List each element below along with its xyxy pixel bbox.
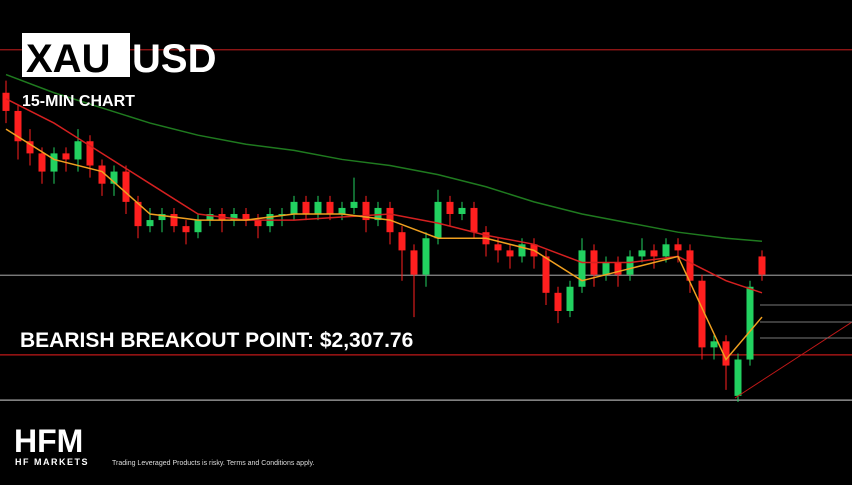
moving-average: [5, 98, 763, 294]
candle-body: [182, 226, 190, 233]
candle-body: [662, 244, 670, 257]
candle-body: [158, 214, 166, 221]
candle-body: [2, 92, 10, 111]
candle-body: [434, 201, 442, 239]
candle-body: [458, 207, 466, 215]
candle-body: [134, 201, 142, 227]
brand: HFM: [14, 423, 83, 459]
title-box: [22, 33, 130, 77]
trend-line: [734, 321, 852, 399]
candle-body: [566, 286, 574, 312]
candle-body: [194, 220, 202, 233]
disclaimer: Trading Leveraged Products is risky. Ter…: [112, 460, 315, 467]
moving-average: [5, 73, 763, 243]
candle-body: [746, 286, 754, 360]
candle-body: [518, 244, 526, 257]
candle-body: [74, 141, 82, 160]
candle-body: [254, 220, 262, 227]
candle-body: [38, 153, 46, 172]
candle-body: [494, 244, 502, 251]
title: USD: [132, 37, 216, 81]
candle-body: [314, 201, 322, 215]
candle-body: [98, 165, 106, 184]
candle-body: [110, 171, 118, 184]
candle-body: [206, 214, 214, 221]
candle-body: [14, 110, 22, 142]
candle-body: [758, 256, 766, 275]
candle-body: [410, 250, 418, 275]
title-highlight: XAU: [26, 37, 110, 81]
candle-body: [122, 171, 130, 202]
plot: [0, 49, 852, 402]
candle-body: [26, 141, 34, 154]
candle-body: [242, 214, 250, 221]
candle-body: [554, 292, 562, 312]
candle-body: [362, 201, 370, 221]
candle-body: [614, 262, 622, 275]
candle-body: [626, 256, 634, 275]
candle-body: [542, 256, 550, 293]
candle-body: [710, 341, 718, 348]
candle-body: [686, 250, 694, 281]
candle-body: [278, 214, 286, 216]
candle-body: [398, 232, 406, 251]
candle-body: [650, 250, 658, 257]
candle-body: [146, 220, 154, 227]
candle-body: [338, 207, 346, 215]
candle-body: [734, 359, 742, 396]
candle-body: [374, 207, 382, 221]
candle-body: [170, 214, 178, 227]
candle-body: [602, 262, 610, 275]
brand-subtitle: HF MARKETS: [15, 457, 89, 467]
candle-body: [470, 207, 478, 233]
candle-body: [674, 244, 682, 251]
candle-body: [422, 238, 430, 275]
candle-body: [230, 214, 238, 221]
candle-body: [506, 250, 514, 257]
annotation: BEARISH BREAKOUT POINT: $2,307.76: [20, 329, 413, 352]
subtitle: 15-MIN CHART: [22, 93, 135, 110]
candle-body: [698, 280, 706, 348]
candle-body: [350, 201, 358, 208]
candle-body: [86, 141, 94, 166]
candle-body: [722, 341, 730, 366]
candle-body: [302, 201, 310, 215]
candle-body: [446, 201, 454, 215]
candle-body: [290, 201, 298, 215]
candle-body: [638, 250, 646, 257]
candle-body: [50, 153, 58, 172]
candle-body: [62, 153, 70, 160]
moving-average: [5, 128, 763, 361]
candle-body: [326, 201, 334, 215]
candle-body: [578, 250, 586, 287]
